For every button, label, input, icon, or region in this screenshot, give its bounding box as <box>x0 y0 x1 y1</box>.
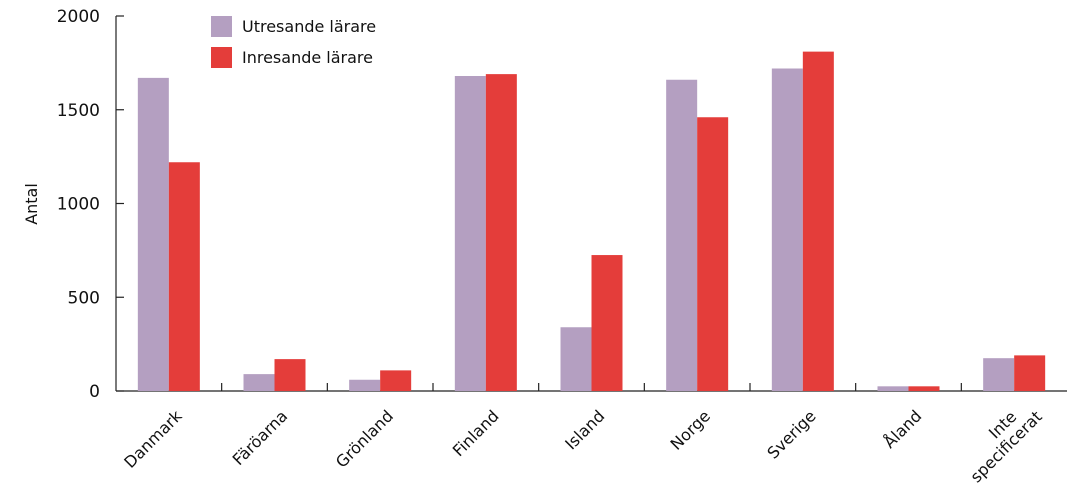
x-tick-label: Intespecificerat <box>954 394 1046 486</box>
bar-inresande <box>908 386 940 391</box>
bar-utresande <box>771 68 803 391</box>
bar-inresande <box>485 74 517 391</box>
x-tick-label: Island <box>561 406 608 453</box>
x-tick-label: Åland <box>880 406 926 452</box>
bar-utresande <box>349 379 381 391</box>
x-tick-label: Finland <box>449 406 503 460</box>
bar-inresande <box>168 162 200 391</box>
x-tick-label: Färöarna <box>229 406 292 469</box>
bar-utresande <box>454 76 486 391</box>
legend-label: Inresande lärare <box>242 48 373 67</box>
legend: Utresande lärare Inresande lärare <box>211 16 376 68</box>
bar-utresande <box>560 327 592 391</box>
x-tick-label: Grönland <box>332 406 397 471</box>
y-tick-label: 500 <box>68 288 100 308</box>
y-axis-title: Antal <box>22 183 41 225</box>
bar-utresande <box>137 77 169 391</box>
bar-utresande <box>666 79 698 391</box>
x-tick-label: Sverige <box>763 406 819 462</box>
legend-swatch <box>211 16 232 37</box>
bar-inresande <box>380 370 412 391</box>
bar-utresande <box>877 386 909 391</box>
x-tick-label: Danmark <box>120 406 186 472</box>
axes: 0 500 1000 1500 2000 Danmark Färöarna Grönland F… <box>57 7 1067 486</box>
y-tick-label: 0 <box>89 382 100 402</box>
bar-inresande <box>591 255 623 391</box>
y-tick-label: 2000 <box>57 7 100 27</box>
x-tick-label: Norge <box>667 406 714 453</box>
bar-utresande <box>983 358 1015 391</box>
legend-label: Utresande lärare <box>242 17 376 36</box>
bar-inresande <box>802 51 834 391</box>
bar-inresande <box>1014 355 1046 391</box>
bar-utresande <box>243 374 275 391</box>
y-tick-label: 1000 <box>57 195 100 215</box>
bar-inresande <box>697 117 729 391</box>
y-tick-label: 1500 <box>57 101 100 121</box>
bars <box>137 51 1046 391</box>
legend-swatch <box>211 47 232 68</box>
bar-inresande <box>274 359 306 391</box>
